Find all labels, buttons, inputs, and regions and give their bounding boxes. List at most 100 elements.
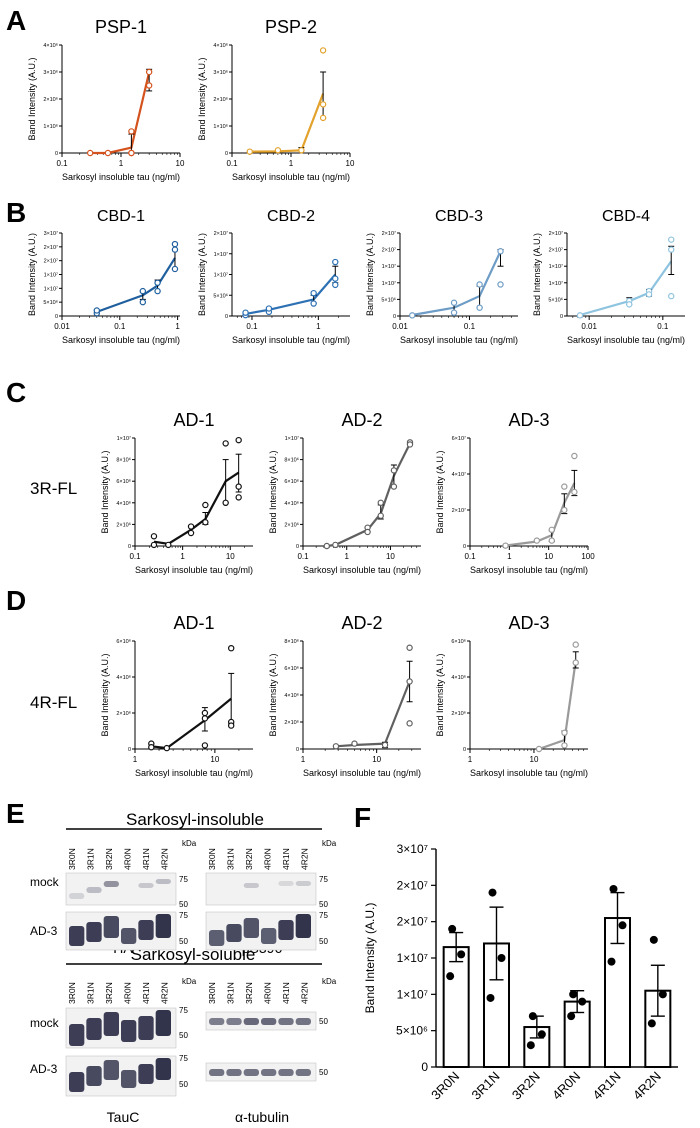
y-tick-label: 4×10⁶	[43, 42, 58, 49]
data-point	[310, 300, 317, 307]
data-point	[390, 467, 398, 474]
data-point	[310, 289, 317, 297]
band	[103, 1012, 119, 1036]
band	[243, 883, 259, 888]
x-tick-label: 4R1N	[590, 1069, 624, 1103]
data-point	[406, 678, 413, 685]
data-point	[448, 924, 457, 933]
y-axis-label: Band Intensity (A.U.)	[27, 233, 37, 316]
data-point	[381, 741, 389, 749]
data-point	[526, 1041, 535, 1050]
band	[295, 1069, 311, 1076]
data-point	[298, 147, 305, 154]
data-point	[139, 298, 147, 306]
chart-psp-2: PSP-2 0 1×10⁶ 2×10⁶ 3×10⁶ 4×10⁶ 0.1 1 10 Sarkosyl…	[197, 17, 355, 182]
data-point	[446, 972, 455, 981]
chart-cbd-4: CBD-4 0 5×10⁶ 1×10⁷ 1×10⁷ 2×10⁷ 2×10⁷ 0.01 0.1 Sa…	[532, 208, 685, 345]
data-point	[265, 305, 273, 312]
y-tick-label: 0	[128, 747, 131, 753]
data-point	[497, 281, 504, 288]
y-tick-label: 5×10⁶	[548, 296, 563, 303]
blot-membrane	[205, 872, 317, 906]
blot-tubulin-mock	[205, 1011, 317, 1031]
band	[295, 1018, 311, 1025]
lane-label: 3R1N	[226, 982, 236, 1004]
band	[243, 918, 259, 938]
data-point	[618, 921, 627, 930]
band	[86, 1018, 102, 1040]
series-line	[505, 482, 576, 547]
data-point	[457, 950, 466, 959]
data-point	[201, 715, 209, 722]
data-point	[202, 501, 209, 509]
blot-images: 3R0N 3R1N 3R2N 4R0N 4R1N 4R2N 3R0N 3R1N 3R2N 4R0N…	[65, 839, 337, 1097]
data-point	[571, 488, 578, 496]
band	[69, 1072, 85, 1092]
lane-label: 3R2N	[104, 982, 114, 1004]
band	[155, 1058, 171, 1080]
x-tick-label: 0.1	[464, 552, 476, 561]
x-tick-label: 0.01	[54, 322, 70, 331]
series-line	[245, 273, 337, 315]
chart-title: AD-2	[341, 410, 382, 430]
data-point	[187, 529, 195, 537]
x-tick-label: 10	[176, 159, 185, 168]
band	[138, 883, 154, 888]
panel-label-e: E	[6, 798, 25, 829]
data-point	[235, 436, 242, 444]
data-point	[235, 494, 242, 501]
chart-psp-1: PSP-1 0 1×10⁶ 2×10⁶ 3×10⁶ 4×10⁶ 0.1 1 10 Sarkosyl…	[27, 17, 185, 182]
kda-label: kDa	[182, 839, 197, 848]
y-axis-label: Band Intensity (A.U.)	[100, 450, 110, 533]
data-point	[227, 645, 235, 652]
y-tick-label: 4×10⁶	[451, 674, 466, 681]
blot-tubulin-ad3	[205, 1062, 317, 1082]
lane-label: 3R0N	[207, 848, 217, 870]
y-tick-label: 8×10⁶	[116, 457, 131, 464]
marker-75: 75	[179, 1054, 188, 1063]
data-point	[668, 246, 675, 253]
lane-label: 4R2N	[160, 982, 170, 1004]
y-tick-label: 0	[296, 544, 299, 550]
y-tick-label: 1×10⁷	[44, 285, 58, 292]
x-axis-label: Sarkosyl insoluble tau (ng/ml)	[567, 335, 685, 345]
chart-ad-1-4r: AD-1 0 2×10⁶ 4×10⁶ 6×10⁶ 1 10 Sarkosyl insolubl…	[100, 613, 253, 778]
blot-ps396-mock	[205, 872, 317, 906]
chart-title: PSP-1	[95, 17, 147, 37]
data-point	[528, 1012, 537, 1021]
y-tick-label: 8×10⁶	[284, 457, 299, 464]
y-tick-label: 5×10⁶	[381, 296, 396, 303]
data-point	[332, 258, 339, 266]
band	[121, 1020, 137, 1042]
y-tick-label: 6×10⁶	[284, 478, 299, 485]
y-axis-label: Band Intensity (A.U.)	[197, 57, 207, 140]
band	[155, 914, 171, 938]
band	[103, 1060, 119, 1080]
band	[155, 879, 171, 884]
marker-50: 50	[319, 900, 328, 909]
band	[138, 920, 154, 940]
band	[69, 1024, 85, 1046]
y-axis-label: Band Intensity (A.U.)	[268, 653, 278, 736]
chart-title: CBD-3	[435, 208, 483, 225]
data-point	[406, 441, 414, 448]
chart-title: CBD-4	[602, 208, 650, 225]
data-point	[222, 440, 229, 447]
lane-label: 4R0N	[263, 982, 273, 1004]
lane-label: 4R1N	[281, 982, 291, 1004]
y-axis-label: Band Intensity (A.U.)	[27, 57, 37, 140]
x-axis-label: Sarkosyl insoluble tau (ng/ml)	[135, 768, 253, 778]
band	[209, 1069, 225, 1076]
data-point	[561, 483, 568, 490]
y-tick-label: 5×10⁶	[396, 1024, 428, 1038]
x-axis-label: Sarkosyl insoluble tau (ng/ml)	[232, 172, 350, 182]
data-point	[332, 275, 339, 282]
lane-label: 3R0N	[207, 982, 217, 1004]
chart-ad-3-4r: AD-3 0 2×10⁶ 4×10⁶ 6×10⁶ 1 10 Sarkosyl insolubl…	[435, 613, 588, 778]
marker-75: 75	[319, 911, 328, 920]
data-point	[222, 499, 229, 506]
y-tick-label: 2×10⁷	[44, 258, 58, 265]
data-point	[171, 246, 179, 253]
